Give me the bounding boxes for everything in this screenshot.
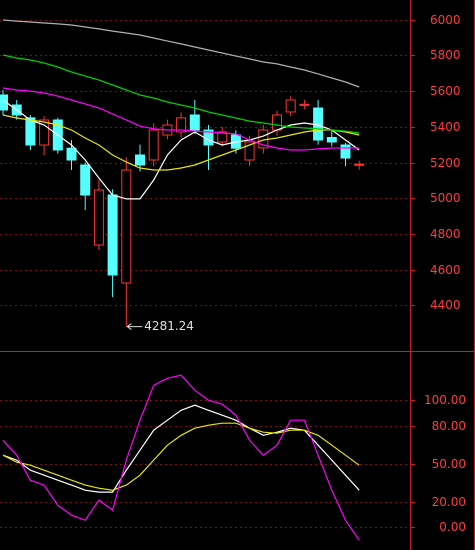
line-series [2, 87, 360, 151]
candle-body [189, 114, 200, 131]
line-series [2, 19, 360, 88]
y-tick-label: 20.00 [432, 495, 466, 509]
line-series [2, 422, 360, 491]
candle-body [0, 94, 8, 111]
candle-body [299, 103, 310, 106]
candle-body [135, 154, 145, 166]
y-tick-label: 6000 [430, 13, 461, 27]
y-tick-label: 5400 [430, 120, 461, 134]
y-tick-label: 0.00 [439, 520, 466, 534]
y-tick-label: 5200 [430, 156, 461, 170]
candle-body [66, 147, 77, 161]
candle-body [25, 117, 36, 146]
candle-body [326, 137, 337, 143]
y-tick-label: 5600 [430, 84, 461, 98]
candle-body [354, 163, 365, 166]
candle-body [107, 194, 118, 276]
y-tick-label: 80.00 [432, 419, 466, 433]
candle-body [217, 131, 228, 143]
candle-body [285, 99, 296, 113]
line-series [2, 404, 360, 493]
line-series [2, 114, 360, 171]
y-tick-label: 100.00 [424, 393, 466, 407]
y-tick-label: 4600 [430, 263, 461, 277]
candle-body [148, 129, 159, 161]
y-tick-label: 50.00 [432, 457, 466, 471]
y-tick-label: 4800 [430, 227, 461, 241]
annotation-arrow [126, 323, 143, 330]
y-tick-label: 4400 [430, 298, 461, 312]
candle-body [93, 189, 104, 246]
annotation-label: 4281.24 [144, 319, 194, 333]
candle-body [121, 169, 132, 284]
candle-body [244, 141, 255, 161]
candle-body [80, 164, 91, 196]
line-series [2, 374, 360, 541]
y-tick-label: 5000 [430, 191, 461, 205]
candle-body [39, 119, 50, 146]
candle-body [272, 114, 282, 131]
y-tick-label: 5800 [430, 48, 461, 62]
candle-body [340, 144, 351, 159]
line-series [2, 99, 360, 200]
line-series [2, 54, 360, 134]
candle-body [176, 117, 187, 133]
